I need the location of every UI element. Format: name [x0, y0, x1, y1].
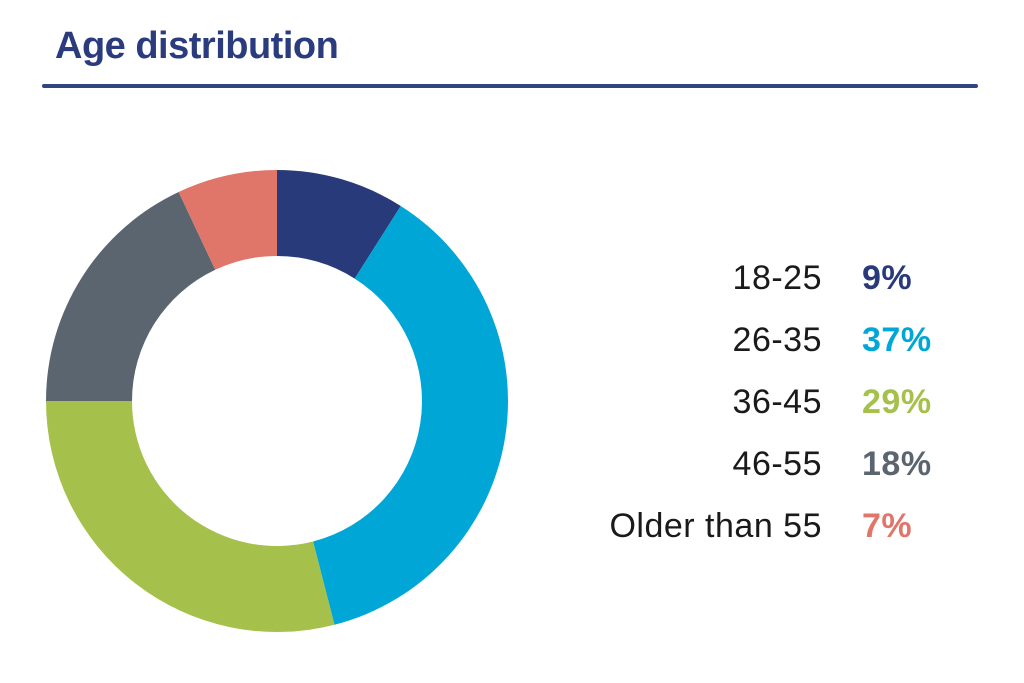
chart-legend: 18-25 9% 26-35 37% 36-45 29% 46-55 18% Older tha… — [542, 247, 972, 557]
legend-label: 18-25 — [732, 258, 822, 297]
donut-slice-18-25 — [277, 170, 401, 279]
legend-value: 29% — [862, 382, 932, 421]
donut-slice-older-than-55 — [178, 170, 277, 270]
legend-row: 46-55 18% — [542, 433, 972, 495]
legend-label: 26-35 — [732, 320, 822, 359]
legend-value: 18% — [862, 444, 932, 483]
donut-slice-26-35 — [313, 205, 509, 625]
legend-value: 7% — [862, 506, 913, 545]
legend-label: Older than 55 — [609, 506, 822, 545]
title-underline — [42, 84, 978, 88]
legend-row: 18-25 9% — [542, 247, 972, 309]
legend-label: 36-45 — [732, 382, 822, 421]
donut-svg — [46, 170, 509, 632]
legend-value: 9% — [862, 258, 913, 297]
legend-label: 46-55 — [732, 444, 822, 483]
donut-slice-36-45 — [46, 401, 335, 632]
donut-chart — [46, 170, 509, 632]
donut-slice-46-55 — [46, 191, 216, 401]
legend-row: 26-35 37% — [542, 309, 972, 371]
legend-row: 36-45 29% — [542, 371, 972, 433]
legend-value: 37% — [862, 320, 932, 359]
page-title: Age distribution — [55, 25, 339, 67]
legend-row: Older than 55 7% — [542, 495, 972, 557]
